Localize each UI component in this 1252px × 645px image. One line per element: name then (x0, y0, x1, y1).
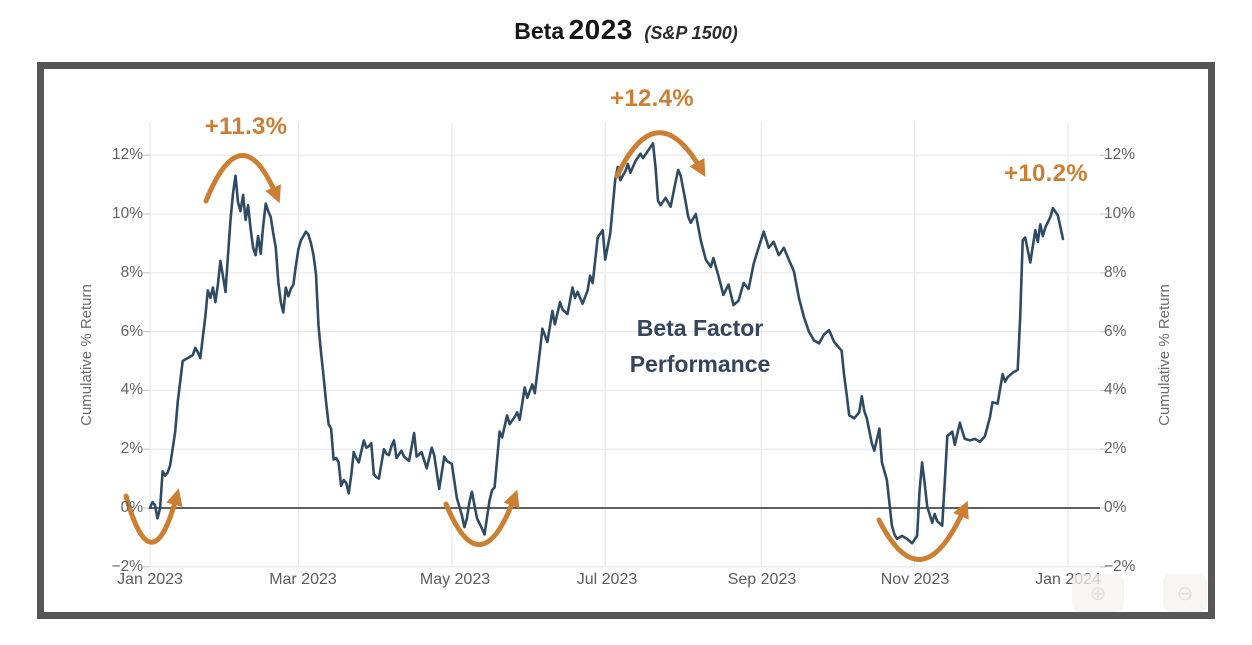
right-axis-title: Cumulative % Return (1156, 284, 1173, 426)
left-axis-tick: 8% (120, 264, 143, 281)
x-axis-label: Mar 2023 (269, 571, 337, 588)
x-axis-label: May 2023 (419, 571, 491, 588)
u-arrow-nov-trough-icon (876, 500, 969, 562)
left-axis-tick: 10% (111, 205, 143, 222)
u-arrow-jan-trough-icon (123, 488, 183, 545)
right-axis-tick: 12% (1104, 146, 1136, 163)
arc-arrow-jul-peak-icon (614, 130, 706, 179)
arc-arrows (123, 130, 969, 562)
series-label: Beta Factor Performance (578, 310, 822, 382)
watermark-badge: ⊕ (1072, 574, 1124, 612)
right-axis-tick: 6% (1104, 323, 1127, 340)
series-line (148, 142, 1065, 545)
right-axis-tick: 2% (1104, 440, 1127, 457)
right-axis-tick: 8% (1104, 264, 1127, 281)
left-axis-tick: 2% (120, 440, 143, 457)
annotation-jul-peak: +12.4% (610, 85, 694, 112)
right-axis-tick: −2% (1104, 558, 1136, 575)
zoom-out-icon: ⊖ (1176, 582, 1194, 605)
left-axis-tick: 4% (120, 381, 143, 398)
gridlines (143, 122, 1107, 568)
left-axis-tick: 12% (111, 146, 143, 163)
left-axis-tick: −2% (111, 558, 143, 575)
watermark-badge: ⊖ (1163, 574, 1207, 612)
zoom-in-icon: ⊕ (1089, 582, 1107, 605)
arc-arrow-feb-peak-icon (203, 153, 281, 204)
right-axis-tick: 10% (1104, 205, 1136, 222)
title-factor: Beta (514, 18, 565, 44)
left-axis-tick: 6% (120, 323, 143, 340)
left-axis-tick: 0% (120, 499, 143, 516)
x-axis-label: Jan 2023 (117, 571, 183, 588)
u-arrow-may-trough-icon (443, 489, 520, 548)
x-axis-label: Jul 2023 (576, 571, 638, 588)
series-label-line2: Performance (629, 351, 771, 377)
annotation-dec-peak: +10.2% (1004, 160, 1088, 187)
x-axis-label: Sep 2023 (727, 571, 797, 588)
title-subtitle: (S&P 1500) (644, 23, 738, 43)
chart-title: Beta 2023 (S&P 1500) (0, 14, 1252, 46)
left-axis-title: Cumulative % Return (78, 284, 95, 426)
annotation-feb-peak: +11.3% (204, 113, 288, 140)
series-label-line1: Beta Factor (636, 315, 764, 341)
right-axis-tick: 4% (1104, 381, 1127, 398)
title-year: 2023 (568, 14, 633, 45)
x-axis-label: Nov 2023 (880, 571, 950, 588)
right-axis-tick: 0% (1104, 499, 1127, 516)
